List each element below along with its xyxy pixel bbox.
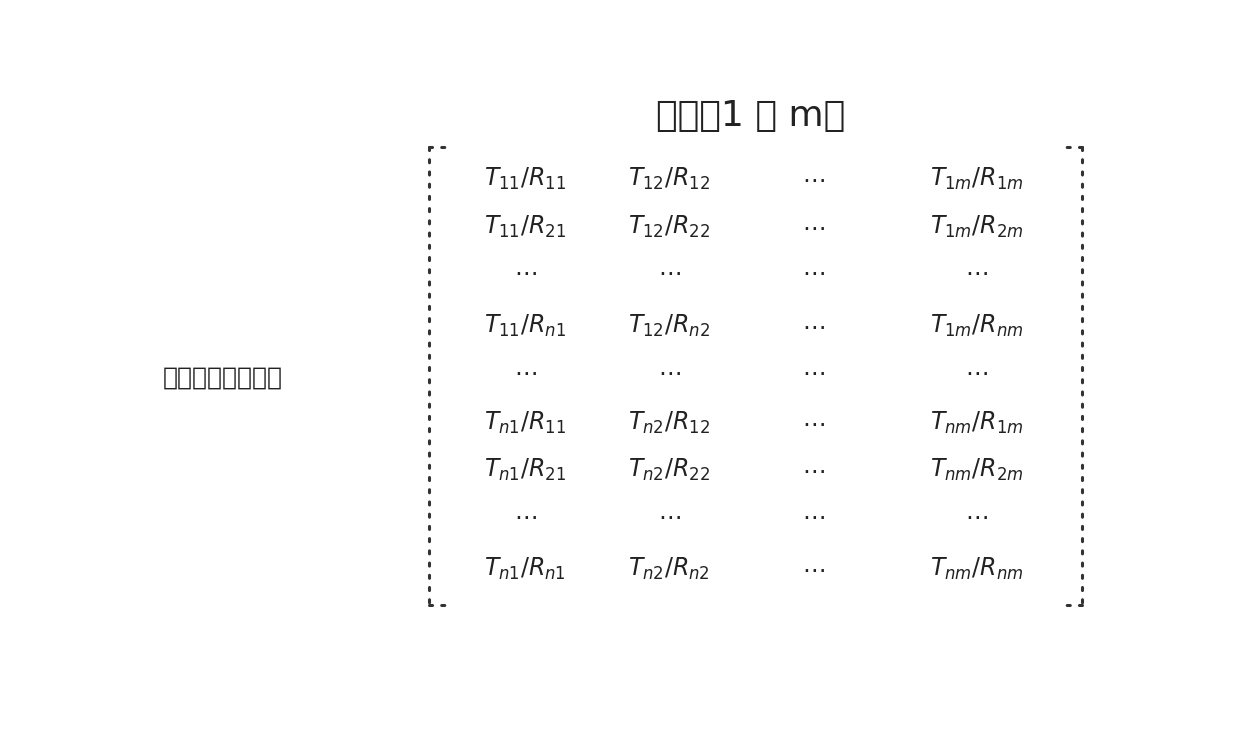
Text: $T_{n1}/R_{n1}$: $T_{n1}/R_{n1}$: [484, 556, 565, 582]
Text: $T_{11}/R_{11}$: $T_{11}/R_{11}$: [484, 166, 565, 192]
Text: $\cdots$: $\cdots$: [802, 260, 825, 284]
Text: $\cdots$: $\cdots$: [513, 504, 537, 528]
Text: $T_{n2}/R_{12}$: $T_{n2}/R_{12}$: [629, 410, 711, 436]
Text: $\cdots$: $\cdots$: [802, 314, 825, 338]
Text: $\cdots$: $\cdots$: [802, 557, 825, 581]
Text: $T_{11}/R_{n1}$: $T_{11}/R_{n1}$: [484, 313, 565, 339]
Text: $\cdots$: $\cdots$: [802, 504, 825, 528]
Text: $T_{12}/R_{12}$: $T_{12}/R_{12}$: [629, 166, 711, 192]
Text: $\cdots$: $\cdots$: [965, 360, 988, 384]
Text: $\cdots$: $\cdots$: [513, 260, 537, 284]
Text: $\cdots$: $\cdots$: [657, 360, 681, 384]
Text: $\cdots$: $\cdots$: [965, 260, 988, 284]
Text: $T_{1m}/R_{nm}$: $T_{1m}/R_{nm}$: [930, 313, 1023, 339]
Text: $T_{n1}/R_{11}$: $T_{n1}/R_{11}$: [484, 410, 565, 436]
Text: $T_{nm}/R_{1m}$: $T_{nm}/R_{1m}$: [930, 410, 1023, 436]
Text: 样本（1 至 m）: 样本（1 至 m）: [656, 99, 846, 132]
Text: $\cdots$: $\cdots$: [802, 360, 825, 384]
Text: $T_{1m}/R_{2m}$: $T_{1m}/R_{2m}$: [930, 214, 1023, 240]
Text: $\cdots$: $\cdots$: [802, 215, 825, 239]
Text: $T_{1m}/R_{1m}$: $T_{1m}/R_{1m}$: [930, 166, 1023, 192]
Text: $T_{nm}/R_{2m}$: $T_{nm}/R_{2m}$: [930, 457, 1023, 483]
Text: $\cdots$: $\cdots$: [513, 360, 537, 384]
Text: $T_{n2}/R_{n2}$: $T_{n2}/R_{n2}$: [629, 556, 711, 582]
Text: $\cdots$: $\cdots$: [802, 458, 825, 482]
Text: 扩增子覆盖度比值: 扩增子覆盖度比值: [162, 366, 283, 390]
Text: $\cdots$: $\cdots$: [657, 260, 681, 284]
Text: $\cdots$: $\cdots$: [657, 504, 681, 528]
Text: $\cdots$: $\cdots$: [802, 411, 825, 435]
Text: $T_{n1}/R_{21}$: $T_{n1}/R_{21}$: [484, 457, 565, 483]
Text: $T_{11}/R_{21}$: $T_{11}/R_{21}$: [484, 214, 565, 240]
Text: $\cdots$: $\cdots$: [802, 167, 825, 191]
Text: $T_{n2}/R_{22}$: $T_{n2}/R_{22}$: [629, 457, 711, 483]
Text: $T_{12}/R_{22}$: $T_{12}/R_{22}$: [629, 214, 711, 240]
Text: $\cdots$: $\cdots$: [965, 504, 988, 528]
Text: $T_{12}/R_{n2}$: $T_{12}/R_{n2}$: [629, 313, 711, 339]
Text: $T_{nm}/R_{nm}$: $T_{nm}/R_{nm}$: [930, 556, 1023, 582]
